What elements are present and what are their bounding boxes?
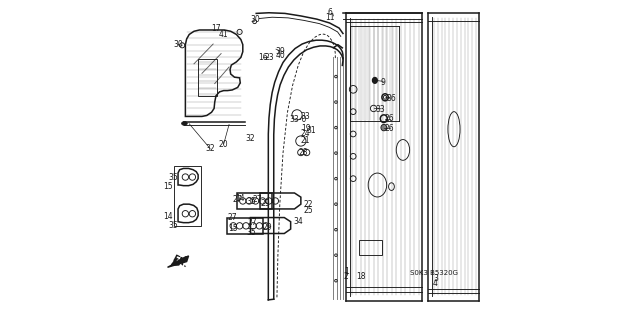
Text: 26: 26 (385, 114, 394, 123)
Text: 4: 4 (433, 279, 438, 288)
Text: 35: 35 (168, 173, 178, 182)
Text: 34: 34 (293, 217, 303, 226)
Text: 22: 22 (303, 200, 312, 209)
Text: 40: 40 (275, 51, 285, 60)
Text: 33-0: 33-0 (290, 115, 307, 124)
Text: 28: 28 (299, 148, 308, 157)
Polygon shape (168, 256, 189, 267)
Text: 27: 27 (227, 213, 237, 222)
Text: 3: 3 (433, 274, 438, 283)
Text: 15: 15 (228, 224, 238, 233)
Text: 26: 26 (385, 124, 394, 133)
Text: 9: 9 (381, 78, 385, 87)
Text: FR.: FR. (170, 254, 189, 270)
Text: 2: 2 (344, 272, 349, 281)
Text: 15: 15 (163, 182, 172, 191)
Text: 27: 27 (252, 195, 262, 204)
Text: 35: 35 (168, 221, 178, 230)
Text: S0K3 B5320G: S0K3 B5320G (410, 270, 458, 276)
Text: 27: 27 (232, 195, 242, 204)
Text: 21: 21 (301, 137, 310, 145)
Ellipse shape (182, 122, 188, 125)
Text: 39: 39 (275, 47, 285, 56)
Text: 14: 14 (163, 212, 172, 221)
Text: 20: 20 (219, 140, 228, 149)
Text: 33: 33 (300, 112, 310, 121)
Text: 16: 16 (259, 53, 268, 62)
Text: 32: 32 (205, 144, 215, 153)
Text: 23: 23 (264, 53, 274, 62)
Text: 19: 19 (301, 124, 310, 133)
Text: 24: 24 (301, 129, 310, 138)
Text: 27: 27 (248, 218, 257, 227)
Text: 32: 32 (245, 134, 255, 143)
Text: 17: 17 (211, 24, 221, 33)
Text: 18: 18 (356, 272, 365, 281)
Text: 1: 1 (344, 267, 349, 276)
Text: 35: 35 (246, 228, 256, 237)
Text: 33: 33 (375, 105, 385, 114)
Text: 31: 31 (307, 126, 316, 135)
Ellipse shape (372, 78, 377, 83)
Text: 30: 30 (173, 40, 183, 48)
Ellipse shape (381, 124, 387, 131)
Text: 30: 30 (251, 15, 260, 24)
Text: 29: 29 (262, 223, 272, 232)
Text: 29: 29 (261, 199, 271, 208)
Text: 14: 14 (235, 194, 244, 203)
Text: 35: 35 (246, 197, 256, 206)
Text: 41: 41 (219, 30, 228, 39)
Text: 6: 6 (327, 8, 332, 17)
Text: 25: 25 (303, 206, 313, 215)
Text: 36: 36 (387, 94, 397, 103)
Text: 11: 11 (325, 13, 334, 22)
